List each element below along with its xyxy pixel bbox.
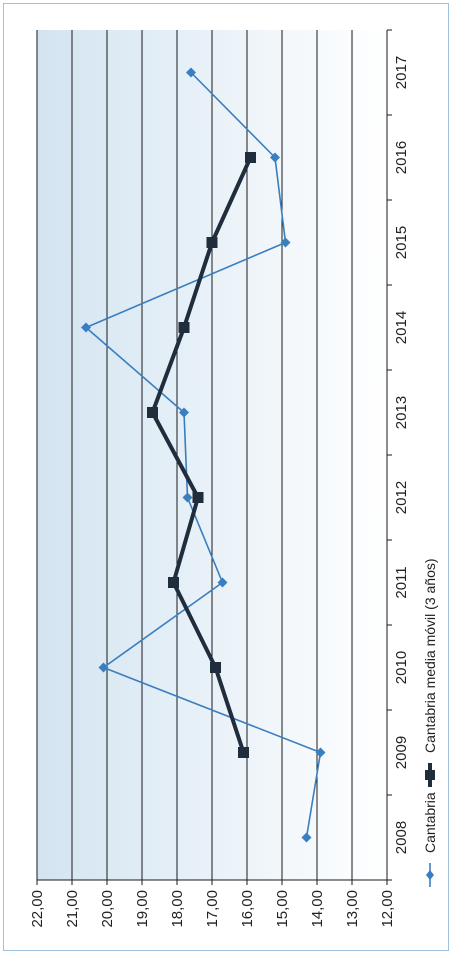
- y-tick-label: 20,00: [99, 890, 116, 928]
- cantabria-point: [301, 832, 312, 843]
- moving-average-point: [238, 747, 249, 758]
- cantabria-point: [315, 747, 326, 758]
- x-tick-label: 2012: [393, 481, 410, 514]
- cantabria-point: [81, 322, 91, 333]
- x-tick-label: 2014: [393, 311, 410, 344]
- cantabria-point: [98, 662, 109, 673]
- y-tick-label: 19,00: [134, 890, 151, 928]
- y-tick-label: 15,00: [274, 890, 291, 928]
- cantabria-point: [186, 67, 196, 78]
- x-tick-label: 2011: [393, 566, 410, 598]
- legend-label-cantabria: Cantabria: [422, 792, 438, 853]
- legend-label-moving-average: Cantabria media móvil (3 años): [422, 558, 438, 753]
- y-tick-label: 12,00: [379, 890, 396, 928]
- cantabria-point: [270, 152, 280, 163]
- cantabria-point: [280, 237, 291, 248]
- y-tick-label: 13,00: [344, 890, 361, 928]
- tick-labels: 12,00 13,00 14,00 15,00 16,00 17,00 18,00 19,00…: [29, 56, 410, 928]
- moving-average-line: [150, 156, 253, 754]
- y-tick-label: 16,00: [239, 890, 256, 928]
- x-tick-label: 2010: [393, 651, 410, 684]
- moving-average-point: [206, 237, 218, 248]
- x-tick-label: 2016: [393, 141, 410, 174]
- y-tick-label: 21,00: [64, 890, 81, 928]
- moving-average-point: [245, 152, 256, 163]
- cantabria-line: [85, 71, 322, 838]
- x-tick-label: 2017: [393, 56, 410, 89]
- cantabria-point: [182, 492, 193, 503]
- moving-average-point: [192, 492, 204, 503]
- y-tick-label: 22,00: [29, 890, 46, 928]
- x-tick-label: 2013: [393, 396, 410, 429]
- cantabria-point: [179, 407, 189, 418]
- legend-marker-cantabria: [426, 870, 434, 880]
- moving-average-point: [210, 662, 221, 673]
- moving-average-point: [147, 407, 158, 418]
- y-tick-label: 18,00: [169, 890, 186, 928]
- chart-frame: [3, 3, 449, 951]
- legend: Cantabria Cantabria media móvil (3 años): [422, 558, 438, 887]
- x-tick-label: 2009: [393, 736, 410, 769]
- x-tick-label: 2015: [393, 226, 410, 259]
- y-tick-label: 14,00: [309, 890, 326, 928]
- legend-marker-moving-average: [425, 770, 435, 780]
- series-layer: [81, 67, 326, 843]
- x-tick-label: 2008: [393, 821, 410, 854]
- y-tick-label: 17,00: [204, 890, 221, 928]
- moving-average-point: [178, 322, 190, 333]
- moving-average-point: [168, 577, 179, 588]
- cantabria-point: [217, 577, 228, 588]
- axes: [36, 29, 392, 885]
